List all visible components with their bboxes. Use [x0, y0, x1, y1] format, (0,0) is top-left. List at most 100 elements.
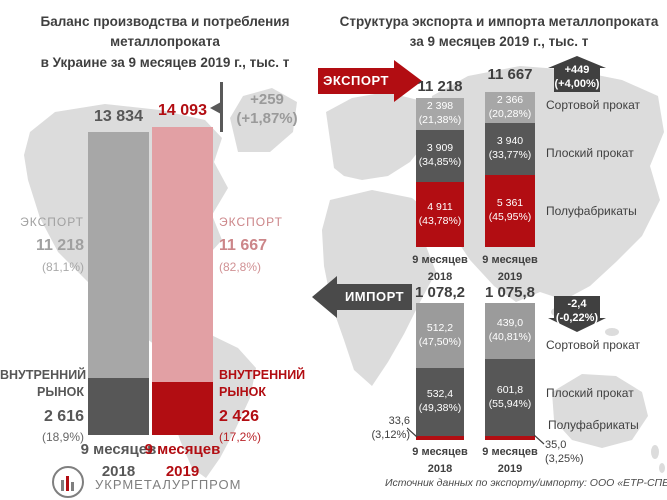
export-annotation-2019-value: 11 667 — [219, 237, 268, 255]
balance-delta-line — [220, 82, 223, 132]
import-xlabel-2018-line1: 9 месяцев — [412, 446, 468, 458]
import-2019-callout-line — [534, 434, 545, 445]
export-2018-total: 11 218 — [417, 78, 463, 95]
balance-bar-2018 — [88, 132, 149, 435]
right-chart-title: Структура экспорта и импорта металлопрок… — [336, 12, 662, 53]
seg-value: 4 911 — [427, 200, 453, 213]
import-category-polufabrikaty: Полуфабрикаты — [548, 418, 639, 432]
seg-pct: (33,77%) — [488, 149, 532, 161]
import-arrow: ИМПОРТ — [312, 274, 412, 320]
export-category-ploskiy: Плоский прокат — [546, 146, 634, 160]
import-2019-total: 1 075,8 — [484, 284, 536, 301]
import-2018-callout-line — [407, 427, 418, 438]
seg-pct: (43,78%) — [418, 214, 462, 227]
export-category-polufabrikaty: Полуфабрикаты — [546, 204, 637, 218]
import-arrow-label: ИМПОРТ — [344, 289, 405, 304]
balance-2019-total: 14 093 — [158, 102, 207, 119]
callout-pct: (3,25%) — [545, 453, 584, 466]
arrow-down-badge-icon — [548, 296, 606, 332]
domestic-annotation-2019: ВНУТРЕННИЙ РЫНОК 2 426 (17,2%) — [219, 368, 317, 445]
balance-2018-export-segment — [88, 132, 149, 378]
export-delta-pct: (+4,00%) — [554, 77, 600, 90]
seg-value: 5 361 — [496, 197, 524, 210]
balance-2018-total: 13 834 — [94, 108, 143, 125]
import-xlabel-2018: 9 месяцев 2018 — [405, 444, 475, 477]
domestic-2019-label-line2: РЫНОК — [219, 385, 266, 399]
seg-pct: (40,81%) — [488, 331, 532, 343]
import-category-sortovoy: Сортовой прокат — [546, 338, 641, 352]
export-2019-seg-sortovoy: 2 366 (20,28%) — [485, 92, 535, 123]
left-chart-title: Баланс производства и потребления металл… — [5, 12, 325, 73]
balance-2018-domestic-segment — [88, 378, 149, 435]
export-annotation-2018-value: 11 218 — [35, 237, 84, 255]
export-xlabel-2019-line1: 9 месяцев — [482, 254, 538, 266]
balance-xlabel-2018: 9 месяцев 2018 — [78, 439, 159, 483]
seg-value: 3 940 — [496, 135, 524, 148]
seg-value: 2 366 — [496, 93, 524, 106]
ukrmetalurgprom-logo-icon — [52, 466, 84, 498]
domestic-2018-value: 2 616 — [43, 408, 84, 425]
domestic-2018-label-line1: ВНУТРЕННИЙ — [0, 368, 87, 382]
export-2018-seg-ploskiy: 3 909 (34,85%) — [416, 130, 464, 182]
left-chart-title-line2: в Украине за 9 месяцев 2019 г., тыс. т — [40, 54, 290, 70]
seg-value: 512,2 — [426, 321, 454, 334]
import-xlabel-2018-line2: 2018 — [427, 462, 453, 475]
export-xlabel-2018-line1: 9 месяцев — [412, 254, 468, 266]
callout-pct: (3,12%) — [371, 429, 410, 442]
export-bar-2018: 2 398 (21,38%) 3 909 (34,85%) 4 911 (43,… — [416, 98, 464, 247]
import-2019-seg-ploskiy: 601,8 (55,94%) — [485, 359, 535, 436]
seg-value: 439,0 — [496, 317, 524, 330]
callout-value: 33,6 — [388, 415, 410, 427]
import-2019-seg-sortovoy: 439,0 (40,81%) — [485, 303, 535, 359]
export-2019-seg-ploskiy: 3 940 (33,77%) — [485, 123, 535, 175]
import-2018-seg-ploskiy: 532,4 (49,38%) — [416, 368, 464, 436]
export-arrow-icon — [318, 60, 422, 102]
domestic-2019-value: 2 426 — [219, 408, 260, 425]
export-bar-2019: 2 366 (20,28%) 3 940 (33,77%) 5 361 (45,… — [485, 92, 535, 247]
balance-xlabel-2019: 9 месяцев 2019 — [142, 439, 223, 483]
import-2019-polufabrikaty-callout: 35,0 (3,25%) — [545, 438, 605, 467]
import-2018-seg-polufabrikaty — [416, 436, 464, 440]
balance-bar-2019 — [152, 127, 213, 435]
export-delta-value: +449 — [564, 64, 590, 76]
import-arrow-icon — [312, 276, 412, 318]
balance-2019-domestic-segment — [152, 382, 213, 435]
export-xlabel-2019-line2: 2019 — [497, 270, 523, 283]
export-2018-seg-polufabrikaty: 4 911 (43,78%) — [416, 182, 464, 247]
right-chart-title-line1: Структура экспорта и импорта металлопрок… — [339, 14, 659, 29]
balance-2019-export-segment — [152, 127, 213, 382]
balance-xlabel-2018-line2: 2018 — [101, 462, 136, 480]
export-delta-badge: +449 (+4,00%) — [548, 56, 606, 92]
export-annotation-2018-label: ЭКСПОРТ — [20, 215, 84, 229]
balance-delta-value: +259 — [250, 91, 284, 108]
import-2018-polufabrikaty-callout: 33,6 (3,12%) — [356, 414, 410, 443]
import-delta-pct: (-0,22%) — [555, 311, 599, 324]
balance-delta-flag-icon — [210, 102, 221, 114]
arrow-up-badge-icon — [548, 56, 606, 92]
export-annotation-2018: ЭКСПОРТ 11 218 (81,1%) — [0, 215, 84, 274]
export-xlabel-2018: 9 месяцев 2018 — [405, 252, 475, 285]
balance-delta-label: +259 (+1,87%) — [226, 91, 308, 129]
export-annotation-2019-label: ЭКСПОРТ — [219, 215, 283, 229]
domestic-annotation-2018: ВНУТРЕННИЙ РЫНОК 2 616 (18,9%) — [0, 368, 87, 445]
import-xlabel-2019-line2: 2019 — [497, 462, 523, 475]
export-annotation-2018-pct: (81,1%) — [41, 259, 84, 274]
seg-pct: (34,85%) — [418, 156, 462, 168]
export-2019-total: 11 667 — [487, 66, 533, 83]
import-2018-total: 1 078,2 — [414, 284, 466, 301]
export-annotation-2019: ЭКСПОРТ 11 667 (82,8%) — [219, 215, 314, 274]
seg-value: 3 909 — [426, 142, 454, 155]
import-bar-2019: 439,0 (40,81%) 601,8 (55,94%) — [485, 303, 535, 440]
balance-xlabel-2019-line1: 9 месяцев — [144, 441, 221, 458]
seg-value: 2 398 — [426, 100, 454, 113]
seg-pct: (21,38%) — [418, 114, 462, 126]
balance-delta-pct: (+1,87%) — [236, 109, 298, 127]
export-2018-seg-sortovoy: 2 398 (21,38%) — [416, 98, 464, 130]
export-xlabel-2018-line2: 2018 — [427, 270, 453, 283]
import-xlabel-2019-line1: 9 месяцев — [482, 446, 538, 458]
seg-value: 601,8 — [496, 383, 524, 396]
seg-pct: (45,95%) — [488, 211, 532, 223]
import-2019-seg-polufabrikaty — [485, 436, 535, 440]
balance-xlabel-2019-line2: 2019 — [165, 462, 200, 480]
